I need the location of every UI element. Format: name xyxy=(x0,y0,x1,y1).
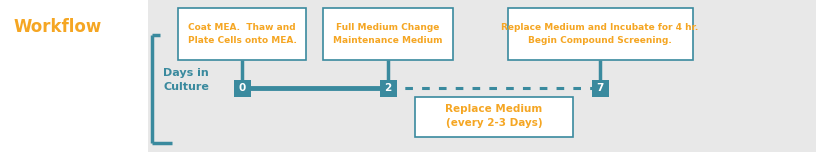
Text: Replace Medium and Incubate for 4 hr.
Begin Compound Screening.: Replace Medium and Incubate for 4 hr. Be… xyxy=(501,23,698,45)
Text: 0: 0 xyxy=(238,83,246,93)
Text: Days in
Culture: Days in Culture xyxy=(163,68,209,92)
Bar xyxy=(415,97,573,136)
Bar xyxy=(148,0,816,152)
Text: 2: 2 xyxy=(384,83,392,93)
Bar xyxy=(323,8,453,60)
Bar xyxy=(379,79,397,97)
Text: Coat MEA.  Thaw and
Plate Cells onto MEA.: Coat MEA. Thaw and Plate Cells onto MEA. xyxy=(188,23,296,45)
Text: 7: 7 xyxy=(596,83,604,93)
Bar xyxy=(233,79,251,97)
Text: Replace Medium
(every 2-3 Days): Replace Medium (every 2-3 Days) xyxy=(446,105,543,128)
Bar xyxy=(592,79,609,97)
Bar xyxy=(508,8,693,60)
Text: Workflow: Workflow xyxy=(14,18,102,36)
Text: Full Medium Change
Maintenance Medium: Full Medium Change Maintenance Medium xyxy=(333,23,443,45)
Bar xyxy=(178,8,306,60)
